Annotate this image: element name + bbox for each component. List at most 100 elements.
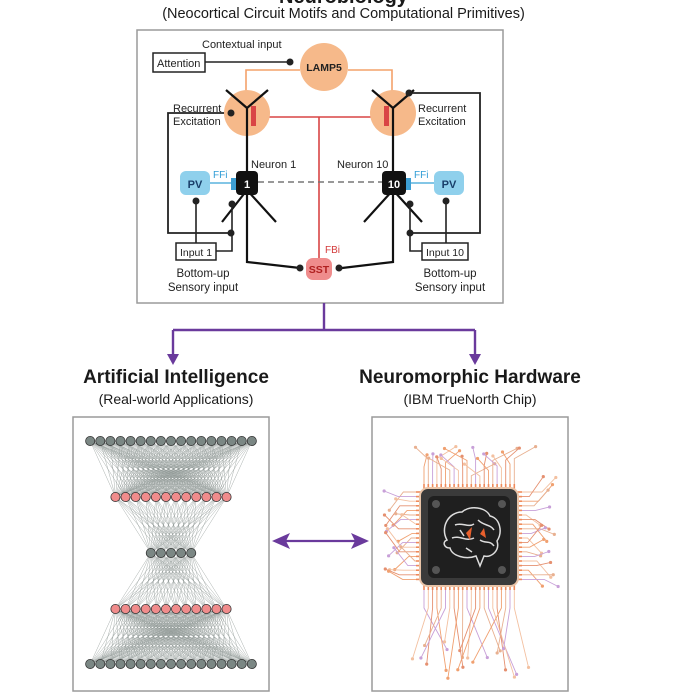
nn-edge <box>130 608 227 665</box>
nn-edge <box>110 440 116 498</box>
nn-edge <box>150 496 187 554</box>
nn-edge <box>115 440 182 498</box>
trace-pad <box>471 445 475 450</box>
section-subtitle-neurobiology: (Neocortical Circuit Motifs and Computat… <box>162 6 525 22</box>
circuit-trace <box>520 578 559 587</box>
neuron1-label: Neuron 1 <box>251 159 296 171</box>
trace-pad <box>485 451 489 455</box>
trace-pad <box>540 523 544 527</box>
nn-edge <box>190 608 227 665</box>
circuit-trace <box>392 509 418 526</box>
trace-pad <box>543 526 547 530</box>
nn-edge <box>125 440 252 498</box>
nn-edge <box>150 496 157 554</box>
nn-node <box>201 491 212 502</box>
trace-pad <box>456 668 460 672</box>
nn-edge <box>145 440 252 498</box>
trace-pad <box>435 455 439 459</box>
trace-pad <box>394 512 398 516</box>
nn-edge <box>150 496 167 554</box>
trace-pad <box>546 488 550 492</box>
nn-edge <box>115 440 252 498</box>
trace-pad <box>423 643 427 648</box>
trace-pad <box>384 523 388 528</box>
nn-edge <box>155 552 192 610</box>
circuit-trace <box>388 491 418 511</box>
nn-edge <box>185 552 192 610</box>
circuit-trace <box>412 588 429 659</box>
nn-edge <box>90 608 217 665</box>
lamp5-cell <box>300 43 348 91</box>
trace-pad <box>540 584 545 588</box>
nn-edge <box>150 496 227 554</box>
nn-edge <box>165 440 252 498</box>
neuron10-arbor <box>341 89 423 270</box>
circuit-trace <box>395 498 418 502</box>
trace-pad <box>548 560 553 565</box>
nn-node <box>95 659 106 670</box>
neuron1-number: 1 <box>244 179 250 191</box>
trace-pad <box>495 651 499 655</box>
nn-edge <box>115 552 172 610</box>
circuit-trace <box>483 588 501 651</box>
sst-synapse-right <box>335 264 343 272</box>
recurrent-label-left-2: Excitation <box>173 116 221 128</box>
nn-edge <box>165 552 192 610</box>
nn-edge <box>140 608 227 665</box>
nn-node <box>211 604 222 615</box>
trace-pad <box>439 456 443 461</box>
neuron10-number: 10 <box>388 179 400 191</box>
recurrent-synapse-right <box>405 89 413 97</box>
trace-pad <box>439 453 443 457</box>
nn-edge <box>115 552 152 610</box>
circuit-trace <box>520 525 543 544</box>
trace-pad <box>526 665 531 670</box>
nn-node <box>105 659 116 670</box>
pv-cell-right <box>434 171 464 195</box>
chip <box>419 487 519 587</box>
trace-pad <box>442 446 447 451</box>
circuit-trace <box>464 463 481 486</box>
circuit-trace <box>520 519 550 530</box>
neural-net-nodes <box>85 435 257 670</box>
nn-edge <box>115 440 192 498</box>
circuit-traces <box>382 444 560 680</box>
pv-label-left: PV <box>188 179 203 191</box>
circuit-trace <box>436 446 457 486</box>
neuron1-inhibitory-synapse <box>251 106 256 126</box>
nn-edge <box>206 440 252 498</box>
trace-pad <box>542 537 546 541</box>
sst-synapse-left <box>296 264 304 272</box>
nn-edge <box>180 608 227 665</box>
sst-label: SST <box>309 264 330 276</box>
trace-pad <box>382 489 386 493</box>
nn-node <box>176 548 187 559</box>
circuit-trace <box>444 448 468 486</box>
bottom-up-right-2: Sensory input <box>415 282 486 294</box>
nn-node <box>246 435 257 446</box>
trace-pad <box>385 527 389 531</box>
contextual-input-label: Contextual input <box>202 39 282 51</box>
nn-node <box>85 435 96 446</box>
nn-edge <box>89 440 116 498</box>
nn-node <box>105 435 116 446</box>
nn-edge <box>115 440 141 498</box>
trace-pad <box>503 668 508 672</box>
trace-pad <box>457 449 462 453</box>
nn-node <box>155 435 166 446</box>
nn-node <box>115 435 126 446</box>
nn-node <box>145 435 156 446</box>
trace-pad <box>383 567 387 571</box>
nn-edge <box>115 552 162 610</box>
nn-node <box>140 604 151 615</box>
input1-synapse-pv <box>192 197 200 205</box>
circuit-trace <box>520 551 541 557</box>
nn-edge <box>115 440 152 498</box>
nn-node <box>120 491 131 502</box>
nn-node <box>186 659 197 670</box>
nn-node <box>150 604 161 615</box>
bottom-up-left-2: Sensory input <box>168 282 239 294</box>
nn-edge <box>135 496 152 554</box>
input10-synapse-pv <box>442 197 450 205</box>
nn-edge <box>190 552 217 610</box>
